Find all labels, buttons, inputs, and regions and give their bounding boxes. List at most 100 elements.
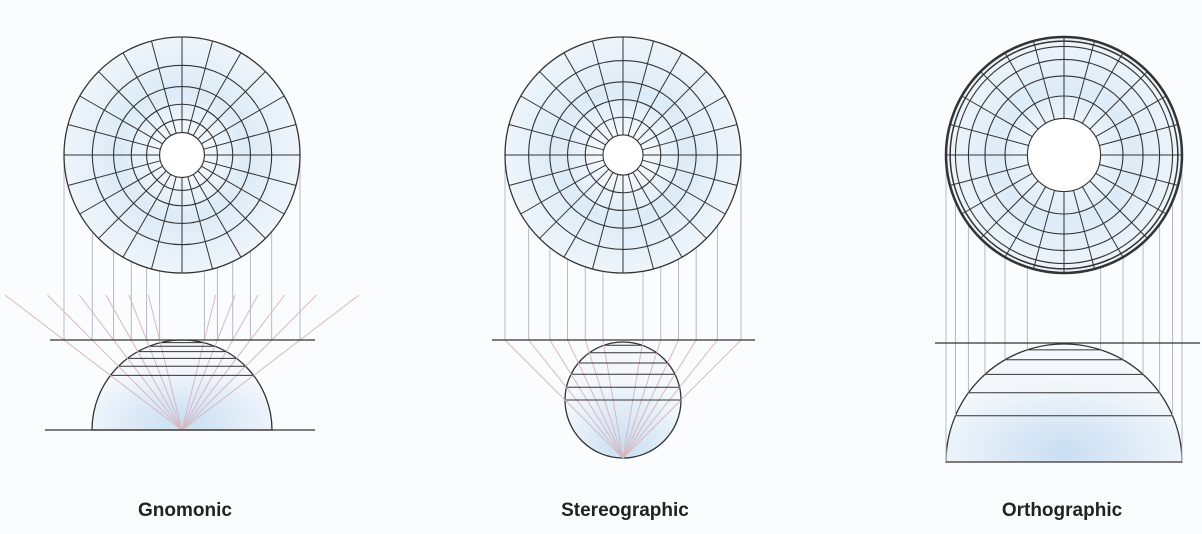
parallel xyxy=(549,81,697,229)
ray xyxy=(181,294,259,431)
parallel xyxy=(146,119,218,191)
meridian xyxy=(520,95,606,146)
meridian xyxy=(949,163,1029,187)
meridian xyxy=(150,40,177,134)
ray xyxy=(181,294,360,431)
ray xyxy=(622,339,742,459)
meridian xyxy=(150,176,177,270)
meridian xyxy=(203,123,297,150)
ray xyxy=(128,294,183,431)
parallel xyxy=(1026,117,1102,193)
parallel xyxy=(130,103,234,207)
ray xyxy=(181,294,236,431)
parallel xyxy=(967,58,1161,252)
label-orthographic: Orthographic xyxy=(1002,500,1123,521)
meridian xyxy=(1081,52,1124,124)
meridian xyxy=(187,176,214,270)
parallel xyxy=(984,75,1144,235)
meridian xyxy=(201,95,285,145)
ray xyxy=(181,294,217,431)
ray xyxy=(622,339,644,459)
ray xyxy=(105,294,183,431)
label-stereographic: Stereographic xyxy=(561,500,689,521)
meridian xyxy=(1099,163,1179,187)
parallel xyxy=(528,60,718,250)
meridian xyxy=(642,159,738,187)
meridian xyxy=(1072,190,1096,270)
meridian xyxy=(1032,40,1056,120)
ray xyxy=(622,339,697,459)
ray xyxy=(622,339,679,459)
meridian xyxy=(642,123,738,151)
ray xyxy=(4,294,183,431)
meridian xyxy=(1072,40,1096,120)
ray xyxy=(602,339,624,459)
meridian xyxy=(201,165,285,215)
meridian xyxy=(636,168,707,239)
meridian xyxy=(980,180,1039,239)
ray xyxy=(47,294,183,431)
parallel xyxy=(584,116,662,194)
parallel xyxy=(113,86,251,224)
meridian xyxy=(627,174,655,270)
meridian xyxy=(192,52,242,136)
meridian xyxy=(122,174,172,258)
meridian xyxy=(949,123,1029,147)
label-gnomonic: Gnomonic xyxy=(138,500,232,521)
meridian xyxy=(187,40,214,134)
parallel xyxy=(566,98,680,212)
meridian xyxy=(1089,180,1148,239)
meridian xyxy=(197,170,266,239)
meridian xyxy=(197,71,266,140)
meridian xyxy=(1099,123,1179,147)
ray xyxy=(181,294,286,431)
parallel xyxy=(1004,95,1124,215)
parallel xyxy=(159,132,205,178)
parallel xyxy=(91,64,273,246)
artwork xyxy=(4,35,1200,463)
meridian xyxy=(591,40,619,136)
meridian xyxy=(640,95,726,146)
meridian xyxy=(79,95,163,145)
meridian xyxy=(961,95,1033,138)
parallel xyxy=(954,45,1174,265)
ray xyxy=(584,339,624,459)
meridian xyxy=(591,174,619,270)
meridian xyxy=(632,172,683,258)
meridian xyxy=(67,123,161,150)
ray xyxy=(567,339,624,459)
meridian xyxy=(539,168,610,239)
meridian xyxy=(508,123,604,151)
meridian xyxy=(636,71,707,142)
meridian xyxy=(1081,186,1124,258)
parallel xyxy=(602,134,644,176)
meridian xyxy=(67,160,161,187)
meridian xyxy=(98,170,167,239)
meridian xyxy=(122,52,172,136)
meridian xyxy=(203,160,297,187)
ray xyxy=(549,339,624,459)
meridian xyxy=(1095,95,1167,138)
meridian xyxy=(98,71,167,140)
meridian xyxy=(79,165,163,215)
meridian xyxy=(192,174,242,258)
meridian xyxy=(1004,186,1047,258)
meridian xyxy=(508,159,604,187)
ray xyxy=(622,339,718,459)
meridian xyxy=(640,164,726,215)
ray xyxy=(78,294,183,431)
meridian xyxy=(1095,172,1167,215)
meridian xyxy=(520,164,606,215)
ray xyxy=(181,294,317,431)
ray xyxy=(528,339,624,459)
meridian xyxy=(1004,52,1047,124)
meridian xyxy=(1089,71,1148,130)
meridian xyxy=(539,71,610,142)
meridian xyxy=(632,52,683,138)
meridian xyxy=(563,172,614,258)
ray xyxy=(147,294,183,431)
meridian xyxy=(1032,190,1056,270)
meridian xyxy=(961,172,1033,215)
meridian xyxy=(563,52,614,138)
